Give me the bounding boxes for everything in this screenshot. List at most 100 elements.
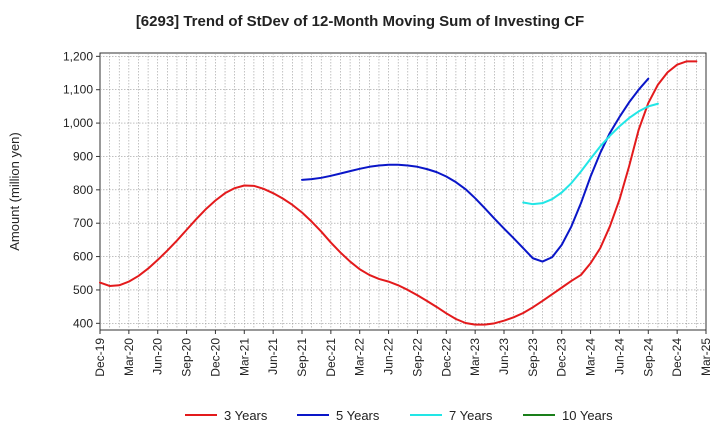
x-tick-label: Dec-23 [555, 338, 569, 377]
data-point [580, 202, 582, 204]
data-point [609, 225, 611, 227]
x-tick-label: Dec-20 [208, 338, 222, 377]
data-point [532, 203, 534, 205]
data-point [561, 286, 563, 288]
data-point [407, 289, 409, 291]
data-point [99, 281, 101, 283]
data-point [330, 241, 332, 243]
data-point [657, 84, 659, 86]
data-point [522, 201, 524, 203]
data-point [599, 247, 601, 249]
data-point [551, 293, 553, 295]
data-point [618, 116, 620, 118]
x-tick-label: Mar-22 [353, 338, 367, 376]
data-point [262, 188, 264, 190]
data-point [599, 145, 601, 147]
x-tick-label: Dec-22 [439, 338, 453, 377]
data-point [339, 172, 341, 174]
data-point [455, 181, 457, 183]
data-point [349, 260, 351, 262]
data-point [310, 178, 312, 180]
data-point [378, 164, 380, 166]
data-point [253, 185, 255, 187]
x-tick-label: Mar-21 [237, 338, 251, 376]
x-tick-label: Sep-21 [295, 338, 309, 377]
data-point [378, 278, 380, 280]
data-point [541, 300, 543, 302]
data-point [166, 249, 168, 251]
data-point [359, 168, 361, 170]
data-point [618, 199, 620, 201]
y-tick-label: 1,000 [63, 116, 93, 130]
y-tick-label: 500 [73, 283, 93, 297]
data-point [628, 165, 630, 167]
data-point [599, 152, 601, 154]
data-point [589, 262, 591, 264]
y-tick-label: 700 [73, 216, 93, 230]
data-point [301, 211, 303, 213]
data-point [128, 280, 130, 282]
data-point [464, 188, 466, 190]
data-point [118, 284, 120, 286]
data-point [570, 182, 572, 184]
data-point [224, 192, 226, 194]
series-line-0 [99, 60, 698, 326]
x-tick-label: Jun-20 [151, 338, 165, 375]
y-axis-label: Amount (million yen) [7, 132, 22, 251]
data-point [628, 117, 630, 119]
x-tick-label: Mar-25 [699, 338, 713, 376]
data-point [320, 177, 322, 179]
x-tick-label: Sep-20 [180, 338, 194, 377]
data-point [291, 204, 293, 206]
data-point [686, 60, 688, 62]
data-point [195, 218, 197, 220]
data-point [426, 300, 428, 302]
legend-label: 7 Years [449, 408, 493, 423]
data-point [310, 220, 312, 222]
y-tick-label: 800 [73, 183, 93, 197]
data-point [512, 237, 514, 239]
data-point [233, 187, 235, 189]
data-point [512, 316, 514, 318]
y-tick-label: 600 [73, 250, 93, 264]
data-point [339, 251, 341, 253]
data-point [176, 239, 178, 241]
data-point [445, 312, 447, 314]
x-tick-label: Mar-24 [584, 338, 598, 376]
data-point [580, 170, 582, 172]
data-point [541, 202, 543, 204]
data-point [368, 166, 370, 168]
chart-title: [6293] Trend of StDev of 12-Month Moving… [135, 13, 585, 30]
data-point [637, 110, 639, 112]
plot-area [99, 52, 707, 331]
data-point [522, 247, 524, 249]
data-point [301, 179, 303, 181]
x-tick-label: Sep-23 [526, 338, 540, 377]
x-tick-label: Jun-23 [497, 338, 511, 375]
data-point [493, 217, 495, 219]
data-point [435, 306, 437, 308]
data-point [503, 319, 505, 321]
data-point [522, 312, 524, 314]
y-tick-label: 1,200 [63, 49, 93, 63]
x-tick-label: Jun-22 [382, 338, 396, 375]
legend-label: 5 Years [336, 408, 380, 423]
data-point [570, 225, 572, 227]
x-tick-label: Dec-19 [93, 338, 107, 377]
x-tick-label: Mar-23 [468, 338, 482, 376]
data-point [580, 274, 582, 276]
data-point [647, 78, 649, 80]
data-point [637, 129, 639, 131]
data-point [397, 164, 399, 166]
data-point [272, 192, 274, 194]
data-point [570, 280, 572, 282]
series-line-1 [301, 77, 650, 263]
data-point [349, 170, 351, 172]
data-point [484, 323, 486, 325]
data-point [147, 267, 149, 269]
data-point [435, 171, 437, 173]
x-tick-label: Dec-24 [670, 338, 684, 377]
data-point [320, 230, 322, 232]
data-point [695, 60, 697, 62]
